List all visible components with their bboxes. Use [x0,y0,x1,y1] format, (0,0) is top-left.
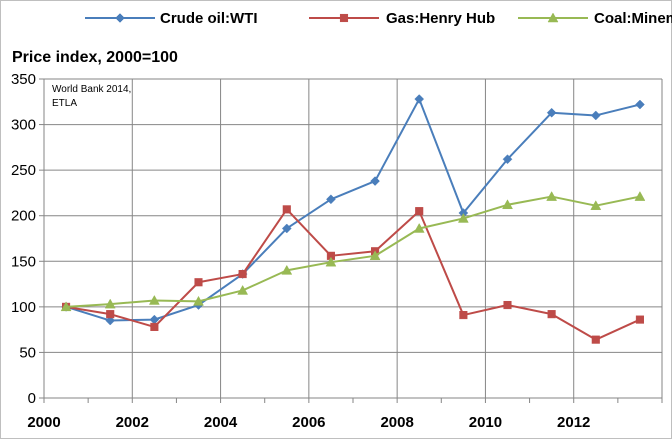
data-point-coal-minemouth [590,200,602,210]
legend-item-gas-henry-hub: Gas:Henry Hub [309,10,495,27]
x-tick-label: 2012 [557,414,590,431]
y-axis: 0 50 100 150 200 250 300 350 [11,71,44,407]
y-tick-label: 300 [11,117,36,134]
data-point-coal-minemouth [281,264,293,275]
y-tick-label: 50 [19,344,36,361]
data-point-crude-oil-wti [590,110,601,121]
data-point-gas-henry-hub [106,310,115,319]
series-layer [60,94,646,344]
data-point-coal-minemouth [546,191,558,201]
data-point-crude-oil-wti [281,223,292,234]
data-point-coal-minemouth [193,295,204,306]
data-point-gas-henry-hub [238,269,247,279]
data-point-gas-henry-hub [635,315,644,324]
data-point-coal-minemouth [104,298,116,309]
data-point-crude-oil-wti [414,94,425,104]
data-point-gas-henry-hub [194,278,203,287]
legend-label: Gas:Henry Hub [386,10,495,27]
x-tick-label: 2006 [292,414,325,431]
data-point-gas-henry-hub [503,300,512,310]
legend-item-crude-oil-wti: Crude oil:WTI [85,10,258,27]
data-point-gas-henry-hub [547,310,556,319]
source-note-line-1: World Bank 2014, [52,84,131,95]
data-point-crude-oil-wti [635,99,645,110]
x-tick-label: 2000 [27,414,60,431]
data-point-crude-oil-wti [502,154,513,165]
x-tick-label: 2002 [116,414,149,431]
data-point-crude-oil-wti [546,107,557,118]
data-point-coal-minemouth [457,212,469,223]
data-point-gas-henry-hub [415,207,424,216]
x-axis: 2000 2002 2004 2006 2008 2010 2012 [27,398,663,431]
legend: Crude oil:WTI Gas:Henry Hub Coal:Minemouth [85,10,672,27]
legend-marker [115,13,125,23]
source-note-line-2: ETLA [52,98,77,109]
data-point-coal-minemouth [237,284,249,295]
data-point-gas-henry-hub [150,322,159,331]
data-point-crude-oil-wti [370,176,380,186]
series-line-gas-henry-hub [65,208,641,341]
x-tick-label: 2010 [469,414,502,431]
y-tick-label: 350 [11,71,36,88]
data-point-coal-minemouth [369,250,381,261]
x-tick-label: 2004 [204,414,238,431]
data-point-crude-oil-wti [326,194,336,205]
y-tick-label: 100 [11,299,36,316]
series-line-crude-oil-wti [65,98,641,322]
y-tick-label: 0 [28,390,36,407]
gridlines [43,78,662,399]
data-point-gas-henry-hub [282,205,291,214]
data-point-gas-henry-hub [459,311,468,320]
data-point-coal-minemouth [148,294,160,305]
data-point-coal-minemouth [502,199,513,210]
data-point-coal-minemouth [634,191,646,201]
y-tick-label: 200 [11,208,36,225]
x-tick-label: 2008 [380,414,413,431]
legend-label: Coal:Minemouth [594,10,672,27]
series-coal-minemouth [60,191,646,312]
data-point-gas-henry-hub [591,335,600,344]
data-point-coal-minemouth [60,301,72,312]
y-tick-label: 150 [11,253,36,270]
chart-title: Price index, 2000=100 [12,49,178,66]
legend-marker [339,13,349,23]
legend-item-coal-minemouth: Coal:Minemouth [518,10,672,27]
data-point-coal-minemouth [325,256,337,267]
data-point-coal-minemouth [413,222,425,233]
legend-label: Crude oil:WTI [160,10,258,27]
series-line-coal-minemouth [66,195,641,308]
y-tick-label: 250 [11,162,36,179]
data-point-crude-oil-wti [105,315,116,326]
legend-marker [547,12,559,23]
